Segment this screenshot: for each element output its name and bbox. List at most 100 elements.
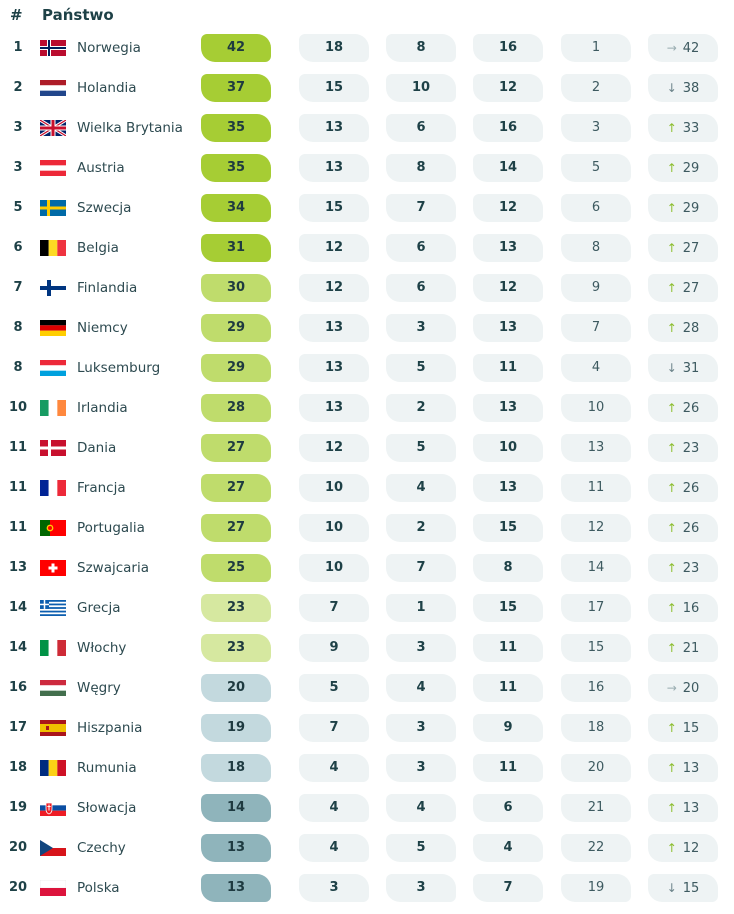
stat-cell-1: 13 [299, 154, 369, 182]
last-score-cell: ↑ 27 [648, 274, 718, 302]
last-score-value: 20 [682, 681, 700, 696]
trend-up-arrow-icon: ↑ [666, 241, 677, 255]
austria-flag-icon [40, 160, 66, 176]
hungary-flag-icon [40, 680, 66, 696]
table-row: 3 Wielka Brytania 35 13 6 16 3 ↑ 33 [0, 114, 734, 154]
previous-rank-cell: 2 [561, 74, 631, 102]
trend-up-arrow-icon: ↑ [666, 201, 677, 215]
romania-flag-icon [40, 760, 66, 776]
score-cell: 23 [201, 594, 271, 622]
country-name: Hiszpania [77, 720, 143, 736]
score-cell: 35 [201, 114, 271, 142]
table-row: 19 Słowacja 14 4 4 6 21 ↑ 13 [0, 794, 734, 834]
stat-cell-1: 13 [299, 394, 369, 422]
trend-down-arrow-icon: ↓ [666, 881, 677, 895]
previous-rank-cell: 4 [561, 354, 631, 382]
score-cell: 23 [201, 634, 271, 662]
country-name: Polska [77, 880, 120, 896]
rank-cell: 3 [13, 160, 23, 175]
trend-up-arrow-icon: ↑ [666, 561, 677, 575]
rank-cell: 17 [8, 720, 28, 735]
stat-cell-3: 13 [473, 234, 543, 262]
italy-flag-icon [40, 640, 66, 656]
rank-cell: 8 [13, 360, 23, 375]
score-cell: 27 [201, 434, 271, 462]
last-score-value: 12 [682, 841, 700, 856]
trend-up-arrow-icon: ↑ [666, 121, 677, 135]
trend-up-arrow-icon: ↑ [666, 401, 677, 415]
rank-cell: 11 [8, 440, 28, 455]
spain-flag-icon [40, 720, 66, 736]
last-score-cell: ↑ 27 [648, 234, 718, 262]
last-score-cell: ↓ 38 [648, 74, 718, 102]
stat-cell-2: 6 [386, 234, 456, 262]
trend-up-arrow-icon: ↑ [666, 441, 677, 455]
country-name: Dania [77, 440, 117, 456]
table-row: 10 Irlandia 28 13 2 13 10 ↑ 26 [0, 394, 734, 434]
previous-rank-cell: 20 [561, 754, 631, 782]
previous-rank-cell: 22 [561, 834, 631, 862]
stat-cell-2: 7 [386, 194, 456, 222]
table-row: 20 Czechy 13 4 5 4 22 ↑ 12 [0, 834, 734, 874]
table-row: 5 Szwecja 34 15 7 12 6 ↑ 29 [0, 194, 734, 234]
trend-same-arrow-icon: → [666, 41, 677, 55]
rank-cell: 7 [13, 280, 23, 295]
stat-cell-2: 2 [386, 514, 456, 542]
last-score-cell: ↑ 13 [648, 794, 718, 822]
last-score-value: 16 [682, 601, 700, 616]
slovakia-flag-icon [40, 800, 66, 816]
last-score-cell: ↑ 26 [648, 394, 718, 422]
stat-cell-2: 10 [386, 74, 456, 102]
score-cell: 13 [201, 874, 271, 902]
rank-cell: 1 [13, 40, 23, 55]
country-name: Węgry [77, 680, 121, 696]
denmark-flag-icon [40, 440, 66, 456]
table-row: 7 Finlandia 30 12 6 12 9 ↑ 27 [0, 274, 734, 314]
table-row: 6 Belgia 31 12 6 13 8 ↑ 27 [0, 234, 734, 274]
last-score-cell: ↑ 29 [648, 154, 718, 182]
stat-cell-3: 12 [473, 74, 543, 102]
table-row: 3 Austria 35 13 8 14 5 ↑ 29 [0, 154, 734, 194]
sweden-flag-icon [40, 200, 66, 216]
stat-cell-1: 12 [299, 274, 369, 302]
country-name: Czechy [77, 840, 126, 856]
rank-cell: 20 [8, 840, 28, 855]
score-cell: 27 [201, 474, 271, 502]
last-score-cell: ↑ 23 [648, 434, 718, 462]
rank-cell: 14 [8, 600, 28, 615]
country-name: Szwajcaria [77, 560, 149, 576]
stat-cell-1: 12 [299, 434, 369, 462]
last-score-cell: ↑ 15 [648, 714, 718, 742]
norway-flag-icon [40, 40, 66, 56]
stat-cell-1: 4 [299, 834, 369, 862]
country-name: Finlandia [77, 280, 138, 296]
stat-cell-2: 5 [386, 834, 456, 862]
last-score-value: 42 [682, 41, 700, 56]
stat-cell-2: 7 [386, 554, 456, 582]
trend-up-arrow-icon: ↑ [666, 281, 677, 295]
table-row: 11 Dania 27 12 5 10 13 ↑ 23 [0, 434, 734, 474]
last-score-value: 21 [682, 641, 700, 656]
rank-cell: 6 [13, 240, 23, 255]
last-score-value: 26 [682, 401, 700, 416]
stat-cell-1: 4 [299, 794, 369, 822]
last-score-cell: ↑ 12 [648, 834, 718, 862]
trend-same-arrow-icon: → [666, 681, 677, 695]
score-cell: 34 [201, 194, 271, 222]
country-column-header: Państwo [42, 6, 114, 24]
uk-flag-icon [40, 120, 66, 136]
stat-cell-2: 8 [386, 154, 456, 182]
previous-rank-cell: 7 [561, 314, 631, 342]
trend-up-arrow-icon: ↑ [666, 161, 677, 175]
rank-cell: 11 [8, 520, 28, 535]
trend-up-arrow-icon: ↑ [666, 521, 677, 535]
country-name: Włochy [77, 640, 127, 656]
last-score-cell: → 20 [648, 674, 718, 702]
poland-flag-icon [40, 880, 66, 896]
country-name: Niemcy [77, 320, 128, 336]
table-row: 14 Włochy 23 9 3 11 15 ↑ 21 [0, 634, 734, 674]
stat-cell-2: 4 [386, 674, 456, 702]
last-score-cell: ↑ 26 [648, 514, 718, 542]
czechia-flag-icon [40, 840, 66, 856]
stat-cell-1: 13 [299, 114, 369, 142]
